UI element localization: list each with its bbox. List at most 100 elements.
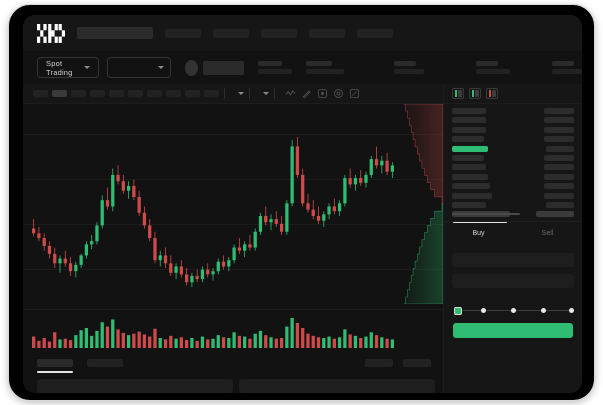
stat-value: [394, 69, 424, 74]
orderbook-size: [546, 145, 574, 152]
orderbook-row[interactable]: [452, 201, 574, 208]
orderbook-price: [452, 136, 484, 143]
trading-mode-label: Spot Trading: [46, 58, 73, 77]
orderbook-row[interactable]: [452, 136, 574, 143]
orderbook-and-order-form: Buy Sell: [443, 84, 582, 393]
active-tab-underline: [37, 371, 73, 373]
orders-tabbar: [23, 354, 443, 376]
timeframe-2[interactable]: [71, 90, 86, 97]
chart-gridline: [23, 179, 443, 180]
orderbook-size: [536, 211, 574, 218]
toolbar-divider: [224, 88, 225, 99]
tablet-bezel: Spot Trading: [8, 4, 595, 401]
orderbook-row[interactable]: [452, 164, 574, 171]
orderbook-price: [452, 164, 486, 171]
orderbook-row[interactable]: [452, 173, 574, 180]
orderbook-price: [452, 154, 484, 161]
timeframe-8[interactable]: [185, 90, 200, 97]
pair-name: [202, 60, 244, 75]
orders-action-1[interactable]: [403, 359, 431, 367]
orderbook-row[interactable]: [452, 117, 574, 124]
order-form-fields: [444, 245, 582, 296]
orderbook-asks-icon[interactable]: [486, 88, 498, 99]
market-stat-1: [306, 61, 344, 74]
order-amount-field[interactable]: [452, 273, 574, 288]
trading-mode-dropdown[interactable]: Spot Trading: [37, 57, 100, 78]
slider-mark-50[interactable]: [511, 307, 516, 313]
chevron-down-icon[interactable]: [238, 92, 244, 95]
orderbook-size: [544, 183, 574, 190]
orderbook-row[interactable]: [452, 192, 574, 199]
orderbook-row[interactable]: [452, 126, 574, 133]
fullscreen-icon[interactable]: [349, 88, 360, 99]
orderbook-price: [452, 192, 492, 199]
line-chart-icon[interactable]: [285, 88, 296, 99]
market-info-bar: Spot Trading: [23, 51, 582, 84]
orderbook-scrollbar[interactable]: [452, 213, 520, 216]
bottom-tab-0[interactable]: [37, 359, 73, 367]
stat-label: [258, 61, 282, 66]
submit-buy-button[interactable]: [453, 322, 573, 338]
orderbook-bids-icon[interactable]: [469, 88, 481, 99]
orderbook-size: [544, 108, 574, 114]
volume-series: [32, 318, 394, 348]
app-screen: Spot Trading: [23, 15, 582, 393]
market-depth-chart: [404, 104, 443, 304]
volume-chart: [23, 310, 443, 355]
orderbook-price: [452, 183, 490, 190]
slider-mark-75[interactable]: [541, 307, 546, 313]
timeframe-6[interactable]: [147, 90, 162, 97]
nav-item-2[interactable]: [261, 28, 297, 38]
nav-item-1[interactable]: [213, 28, 249, 38]
pair-select[interactable]: [107, 57, 171, 78]
tab-sell[interactable]: Sell: [541, 229, 554, 237]
slider-mark-100[interactable]: [569, 307, 574, 313]
orderbook-row[interactable]: [452, 108, 574, 114]
stat-label: [476, 61, 498, 66]
chevron-down-icon: [158, 66, 164, 69]
nav-item-3[interactable]: [309, 28, 345, 38]
timeframe-9[interactable]: [204, 90, 219, 97]
chart-gridline: [23, 309, 443, 310]
timeframe-5[interactable]: [128, 90, 143, 97]
orderbook-row[interactable]: [452, 145, 574, 152]
pencil-icon[interactable]: [301, 88, 312, 99]
orderbook-both-icon[interactable]: [452, 88, 464, 99]
orderbook-price: [452, 117, 486, 124]
orderbook-rows[interactable]: [444, 104, 582, 218]
orders-action-0[interactable]: [365, 359, 393, 367]
orders-panel-1: [239, 379, 435, 393]
orderbook-size: [544, 126, 574, 133]
bottom-tab-1[interactable]: [87, 359, 123, 367]
order-price-field[interactable]: [452, 252, 574, 267]
coin-avatar: [185, 59, 198, 76]
orderbook-header: [444, 84, 582, 104]
orderbook-size: [544, 117, 574, 124]
orderbook-row[interactable]: [452, 154, 574, 161]
tab-buy[interactable]: Buy: [472, 229, 485, 237]
timeframe-0[interactable]: [33, 90, 48, 97]
nav-search-placeholder[interactable]: [77, 27, 153, 39]
timeframe-3[interactable]: [90, 90, 105, 97]
slider-handle[interactable]: [454, 306, 462, 315]
orderbook-price: [452, 201, 486, 208]
toolbar-divider: [249, 88, 250, 99]
nav-item-4[interactable]: [357, 28, 393, 38]
orderbook-row[interactable]: [452, 183, 574, 190]
active-side-underline: [453, 221, 507, 224]
timeframe-4[interactable]: [109, 90, 124, 97]
orderbook-price: [452, 173, 488, 180]
chevron-down-icon[interactable]: [263, 92, 269, 95]
order-amount-slider[interactable]: [454, 306, 574, 316]
orders-panels: [23, 376, 443, 393]
timeframe-1[interactable]: [52, 90, 67, 97]
orderbook-price: [452, 108, 486, 114]
okx-logo[interactable]: [37, 23, 65, 43]
settings-icon[interactable]: [333, 88, 344, 99]
magnet-icon[interactable]: [317, 88, 328, 99]
timeframe-7[interactable]: [166, 90, 181, 97]
orderbook-size: [544, 173, 574, 180]
nav-item-0[interactable]: [165, 28, 201, 38]
slider-mark-25[interactable]: [481, 307, 486, 313]
